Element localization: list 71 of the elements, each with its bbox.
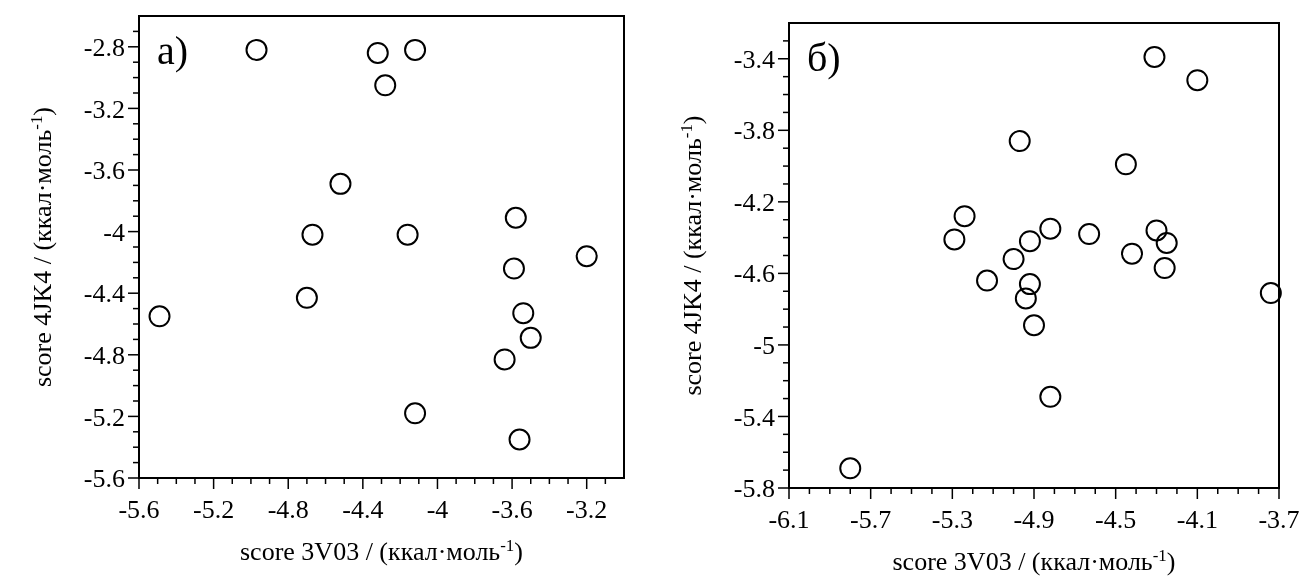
point [148,305,171,328]
point [1143,45,1166,68]
y-tick-label: -4.4 [83,279,125,309]
point [1078,223,1101,246]
point [396,223,419,246]
x-tick-label: -5.6 [118,495,160,524]
x-tick-label: -6.1 [768,505,810,534]
point [1259,282,1282,305]
point [1018,273,1041,296]
x-tick-label: -3.6 [491,495,533,524]
point [943,228,966,251]
point [953,205,976,228]
point [1014,287,1037,310]
annotation: б) [807,35,841,80]
point [1039,385,1062,408]
point [1002,248,1025,271]
x-axis-title: score 3V03 / (ккал·моль$^{-1}$) [240,535,523,566]
point [404,402,427,425]
point [493,348,516,371]
x-tick-label: -5.2 [193,495,235,524]
y-tick-label: -4.2 [733,187,775,217]
y-tick-label: -4.8 [83,340,125,370]
point [404,38,427,61]
x-tick-label: -4.4 [342,495,384,524]
point [1018,230,1041,253]
y-tick-label: -3.4 [733,44,775,74]
point [504,206,527,229]
y-tick-label: -5.4 [733,402,775,432]
y-tick-label: -5.2 [83,402,125,432]
y-tick-label: -5.8 [733,474,775,504]
point [1155,231,1178,254]
point [519,326,542,349]
y-tick-label: -4.6 [733,259,775,289]
point [301,223,324,246]
point [839,457,862,480]
point [1153,257,1176,280]
x-tick-label: -4.8 [267,495,309,524]
y-tick-label: -3.6 [83,156,125,186]
point [295,286,318,309]
x-tick-label: -3.7 [1258,505,1300,534]
y-tick-label: -5.6 [83,464,125,494]
y-tick-label: -4 [103,217,125,247]
annotation: а) [157,28,189,73]
point [512,302,535,325]
point [1008,130,1031,153]
y-tick-label: -3.8 [733,116,775,146]
x-tick-label: -5.3 [931,505,973,534]
point [374,74,397,97]
x-tick-label: -4.5 [1095,505,1137,534]
point [1023,314,1045,337]
y-tick-label: -3.2 [83,94,125,124]
point [1145,219,1168,242]
x-tick-label: -5.7 [850,505,892,534]
point [1039,217,1062,240]
x-tick-label: -3.2 [566,495,608,524]
point [1114,153,1137,176]
point [1186,69,1209,92]
point [329,172,352,195]
point [366,41,389,64]
point [245,38,268,61]
x-tick-label: -4.1 [1176,505,1218,534]
point [575,245,598,268]
point [508,428,531,451]
point [976,269,999,292]
y-tick-label: -2.8 [83,32,125,62]
y-tick-label: -5 [753,331,775,361]
point [502,257,525,280]
x-tick-label: -4 [426,495,449,524]
x-axis-title: score 3V03 / (ккал·моль$^{-1}$) [892,545,1176,576]
point [1121,242,1143,265]
x-tick-label: -4.9 [1013,505,1055,534]
